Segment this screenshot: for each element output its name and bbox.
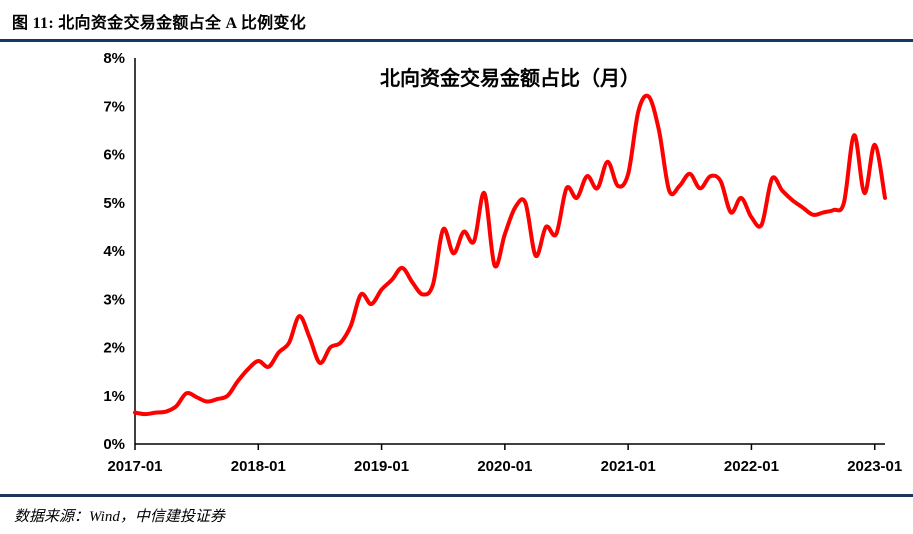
source-footer: 数据来源：Wind，中信建投证券 [0,494,913,534]
y-axis-label: 4% [103,243,125,260]
chart-title: 北向资金交易金额占比（月） [380,66,640,90]
y-axis-label: 2% [103,340,125,357]
x-axis-label: 2022-01 [724,458,779,475]
northbound-share-line-chart: 0% 1% 2% 3% 4% 5% 6% 7% 8% 2017-01 2018-01 2019-01 2… [103,50,902,475]
y-axis-label: 6% [103,147,125,164]
trend-line [133,93,887,417]
x-axis-label: 2021-01 [601,458,656,475]
figure-title: 图 11: 北向资金交易金额占全 A 比例变化 [12,15,307,32]
x-axis-label: 2017-01 [107,458,162,475]
y-axis-label: 8% [103,50,125,67]
chart-area: 0% 1% 2% 3% 4% 5% 6% 7% 8% 2017-01 2018-01 2019-01 2… [0,42,913,494]
y-axis-label: 0% [103,436,125,453]
figure-header: 图 11: 北向资金交易金额占全 A 比例变化 [0,0,913,42]
y-axis-label: 5% [103,195,125,212]
x-axis-label: 2018-01 [231,458,286,475]
y-axis-label: 7% [103,98,125,115]
y-axis-label: 1% [103,388,125,405]
x-axis-label: 2023-01 [847,458,902,475]
x-axis-label: 2020-01 [477,458,532,475]
y-axis-label: 3% [103,291,125,308]
x-axis-label: 2019-01 [354,458,409,475]
source-text: 数据来源：Wind，中信建投证券 [14,509,225,525]
